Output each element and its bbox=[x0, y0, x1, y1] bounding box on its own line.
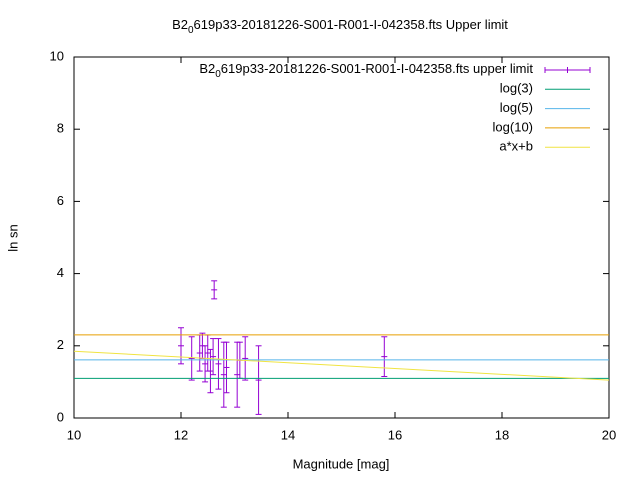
x-tick-label: 14 bbox=[281, 427, 295, 442]
legend-label: log(10) bbox=[493, 119, 533, 134]
x-tick-label: 18 bbox=[495, 427, 509, 442]
legend-label: B20619p33-20181226-S001-R001-I-042358.ft… bbox=[199, 61, 533, 79]
y-tick-label: 2 bbox=[57, 337, 64, 352]
x-tick-label: 12 bbox=[174, 427, 188, 442]
legend-label: log(3) bbox=[500, 81, 533, 96]
x-tick-label: 10 bbox=[67, 427, 81, 442]
x-axis-label: Magnitude [mag] bbox=[293, 456, 390, 471]
y-tick-label: 4 bbox=[57, 265, 64, 280]
legend-text: 619p33-20181226-S001-R001-I-042358.fts u… bbox=[221, 61, 534, 76]
title-part: 619p33-20181226-S001-R001-I-042358.fts U… bbox=[194, 17, 509, 32]
y-tick-label: 6 bbox=[57, 193, 64, 208]
title-subscript: 0 bbox=[188, 25, 194, 36]
x-tick-label: 16 bbox=[388, 427, 402, 442]
chart-title: B20619p33-20181226-S001-R001-I-042358.ft… bbox=[172, 17, 508, 35]
y-tick-label: 8 bbox=[57, 121, 64, 136]
y-tick-label: 10 bbox=[50, 48, 64, 63]
legend-text: B2 bbox=[199, 61, 215, 76]
plot-frame bbox=[73, 56, 610, 419]
x-tick-label: 20 bbox=[602, 427, 616, 442]
y-tick-label: 0 bbox=[57, 409, 64, 424]
line bbox=[73, 350, 610, 381]
title-part: B2 bbox=[172, 17, 188, 32]
legend-label: log(5) bbox=[500, 100, 533, 115]
legend-label: a*x+b bbox=[499, 139, 533, 154]
y-axis-label: ln sn bbox=[5, 224, 20, 251]
legend-subscript: 0 bbox=[215, 69, 221, 80]
